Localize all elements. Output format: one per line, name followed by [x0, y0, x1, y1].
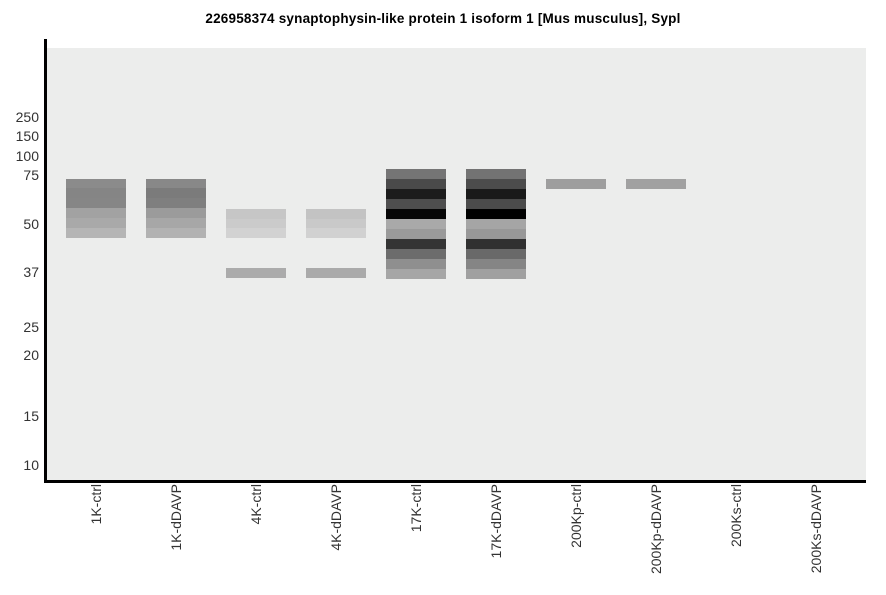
gel-band	[306, 219, 366, 228]
gel-band	[386, 219, 446, 229]
gel-band	[466, 179, 526, 189]
gel-band	[466, 239, 526, 249]
gel-band	[146, 188, 206, 198]
gel-band	[146, 218, 206, 228]
gel-band	[226, 209, 286, 219]
x-axis-line	[44, 480, 866, 483]
gel-band	[146, 228, 206, 238]
gel-band	[66, 218, 126, 228]
gel-band	[386, 209, 446, 219]
y-tick-label-250: 250	[15, 109, 39, 125]
gel-band	[626, 179, 686, 189]
y-tick-label-50: 50	[23, 216, 39, 232]
y-tick-label-100: 100	[15, 148, 39, 164]
y-axis-line	[44, 39, 47, 483]
y-tick-label-150: 150	[15, 128, 39, 144]
y-tick-label-20: 20	[23, 347, 39, 363]
x-lane-label-200Kp-dDAVP: 200Kp-dDAVP	[648, 484, 664, 575]
gel-band	[386, 199, 446, 209]
gel-band	[466, 209, 526, 219]
gel-band	[386, 189, 446, 199]
x-lane-label-4K-dDAVP: 4K-dDAVP	[328, 484, 344, 551]
gel-band	[66, 179, 126, 188]
gel-band	[466, 229, 526, 239]
gel-band	[66, 188, 126, 198]
gel-band	[386, 229, 446, 239]
gel-band	[466, 219, 526, 229]
gel-band	[466, 269, 526, 279]
gel-band	[466, 199, 526, 209]
gel-band	[466, 169, 526, 179]
gel-band	[386, 169, 446, 179]
gel-band	[386, 269, 446, 279]
gel-band	[306, 228, 366, 238]
x-lane-label-200Kp-ctrl: 200Kp-ctrl	[568, 484, 584, 548]
gel-band	[226, 219, 286, 228]
gel-band	[386, 259, 446, 269]
gel-band	[226, 268, 286, 278]
gel-band	[146, 179, 206, 188]
x-lane-label-17K-ctrl: 17K-ctrl	[408, 484, 424, 533]
gel-band	[466, 249, 526, 259]
x-lane-label-4K-ctrl: 4K-ctrl	[248, 484, 264, 525]
x-lane-label-1K-dDAVP: 1K-dDAVP	[168, 484, 184, 551]
y-tick-label-15: 15	[23, 408, 39, 424]
gel-band	[66, 228, 126, 238]
gel-band	[66, 208, 126, 218]
y-tick-label-75: 75	[23, 167, 39, 183]
gel-band	[466, 259, 526, 269]
gel-band	[66, 198, 126, 208]
x-lane-label-1K-ctrl: 1K-ctrl	[88, 484, 104, 525]
gel-band	[466, 189, 526, 199]
gel-band	[146, 198, 206, 208]
x-lane-label-17K-dDAVP: 17K-dDAVP	[488, 484, 504, 559]
x-lane-label-200Ks-ctrl: 200Ks-ctrl	[728, 484, 744, 548]
x-lane-label-200Ks-dDAVP: 200Ks-dDAVP	[808, 484, 824, 574]
y-tick-label-25: 25	[23, 319, 39, 335]
y-tick-label-37: 37	[23, 264, 39, 280]
gel-band	[306, 209, 366, 219]
gel-band	[226, 228, 286, 238]
gel-band	[386, 179, 446, 189]
gel-band	[386, 249, 446, 259]
figure-title: 226958374 synaptophysin-like protein 1 i…	[205, 11, 681, 26]
gel-band	[306, 268, 366, 278]
gel-band	[546, 179, 606, 189]
gel-band	[386, 239, 446, 249]
plot-area	[47, 48, 866, 480]
gel-band	[146, 208, 206, 218]
y-tick-label-10: 10	[23, 457, 39, 473]
